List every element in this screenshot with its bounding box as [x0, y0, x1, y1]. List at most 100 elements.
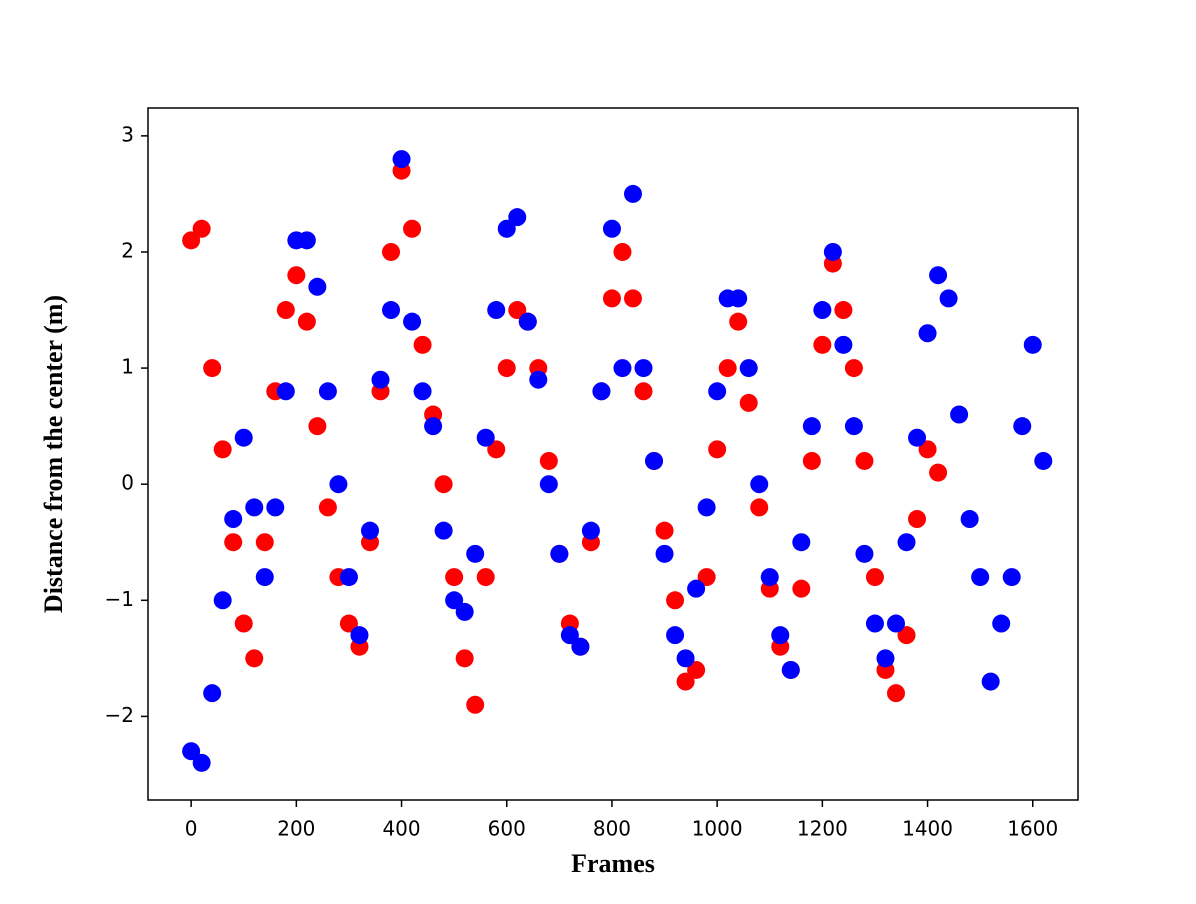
scatter-point [360, 521, 379, 540]
scatter-point [792, 533, 811, 552]
scatter-point [371, 370, 390, 389]
scatter-point [539, 475, 558, 494]
scatter-point [445, 591, 464, 610]
scatter-point [266, 498, 285, 517]
scatter-point [886, 614, 905, 633]
scatter-point [676, 649, 695, 668]
scatter-point [287, 266, 306, 285]
scatter-point [697, 568, 716, 587]
y-tick-label: 3 [121, 122, 134, 146]
scatter-point [224, 533, 243, 552]
scatter-point [339, 614, 358, 633]
scatter-point [529, 370, 548, 389]
x-tick-label: 1200 [797, 817, 848, 841]
scatter-point [655, 544, 674, 563]
scatter-point [729, 289, 748, 308]
scatter-point [844, 359, 863, 378]
scatter-point [445, 568, 464, 587]
scatter-point [497, 219, 516, 238]
scatter-point [560, 626, 579, 645]
scatter-point [687, 579, 706, 598]
scatter-point [276, 301, 295, 320]
scatter-point [308, 277, 327, 296]
x-axis-title: Frames [571, 849, 655, 878]
scatter-point [613, 242, 632, 261]
scatter-point [802, 417, 821, 436]
scatter-point [802, 451, 821, 470]
scatter-point [466, 544, 485, 563]
scatter-point [950, 405, 969, 424]
scatter-point [718, 359, 737, 378]
scatter-point [876, 649, 895, 668]
scatter-point [613, 359, 632, 378]
x-tick-label: 1400 [902, 817, 953, 841]
y-tick-label: −2 [105, 703, 134, 727]
scatter-point [739, 359, 758, 378]
scatter-point [886, 684, 905, 703]
scatter-point [382, 242, 401, 261]
scatter-point [318, 382, 337, 401]
scatter-point [844, 417, 863, 436]
scatter-point [192, 753, 211, 772]
scatter-point [581, 521, 600, 540]
scatter-point [487, 301, 506, 320]
x-tick-label: 400 [382, 817, 420, 841]
scatter-point [634, 359, 653, 378]
scatter-point [865, 614, 884, 633]
scatter-point [476, 568, 495, 587]
scatter-point [992, 614, 1011, 633]
scatter-point [539, 451, 558, 470]
scatter-point [508, 301, 527, 320]
scatter-point [518, 312, 537, 331]
scatter-point [382, 301, 401, 320]
scatter-point [908, 510, 927, 529]
scatter-point [655, 521, 674, 540]
scatter-point [750, 475, 769, 494]
y-axis-title: Distance from the center (m) [39, 295, 68, 613]
scatter-point [855, 451, 874, 470]
scatter-point [813, 335, 832, 354]
points [182, 150, 1053, 772]
scatter-point [602, 289, 621, 308]
scatter-point [708, 440, 727, 459]
scatter-point [297, 231, 316, 250]
scatter-point [203, 359, 222, 378]
scatter-point [413, 382, 432, 401]
scatter-point [623, 184, 642, 203]
scatter-point [476, 428, 495, 447]
scatter-point [392, 150, 411, 169]
scatter-point [1002, 568, 1021, 587]
scatter-point [434, 521, 453, 540]
scatter-point [318, 498, 337, 517]
y-tick-label: 0 [121, 471, 134, 495]
scatter-point [182, 231, 201, 250]
x-tick-label: 0 [185, 817, 198, 841]
scatter-point [929, 266, 948, 285]
scatter-point [434, 475, 453, 494]
scatter-point [592, 382, 611, 401]
scatter-point [308, 417, 327, 436]
scatter-point [823, 242, 842, 261]
scatter-point [255, 533, 274, 552]
scatter-point [245, 649, 264, 668]
scatter-point [666, 591, 685, 610]
x-tick-label: 1000 [692, 817, 743, 841]
y-tick-label: 1 [121, 355, 134, 379]
scatter-point [865, 568, 884, 587]
scatter-point [203, 684, 222, 703]
scatter-point [329, 475, 348, 494]
scatter-point [634, 382, 653, 401]
scatter-point [971, 568, 990, 587]
scatter-point [908, 428, 927, 447]
scatter-point [750, 498, 769, 517]
scatter-point [760, 568, 779, 587]
scatter-point [550, 544, 569, 563]
scatter-point [403, 219, 422, 238]
scatter-point [234, 614, 253, 633]
scatter-point [676, 672, 695, 691]
scatter-point [666, 626, 685, 645]
scatter-point [487, 440, 506, 459]
scatter-point [297, 312, 316, 331]
scatter-point [508, 208, 527, 227]
scatter-point [403, 312, 422, 331]
